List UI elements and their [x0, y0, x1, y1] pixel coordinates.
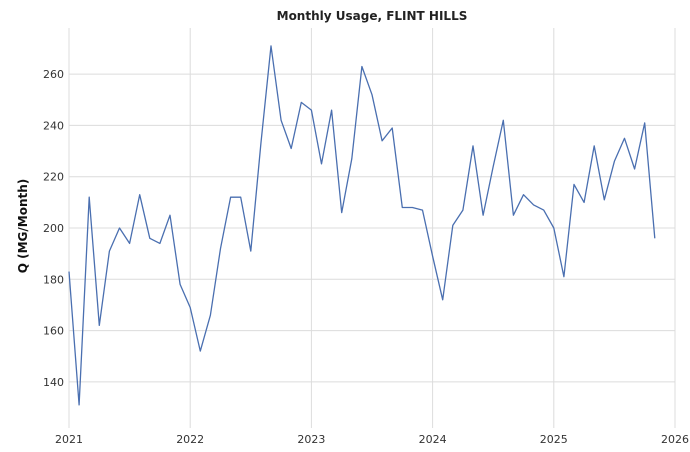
x-tick-label-4: 2025 — [540, 433, 568, 446]
x-tick-label-3: 2024 — [419, 433, 447, 446]
y-tick-label-1: 160 — [43, 325, 64, 338]
chart-title: Monthly Usage, FLINT HILLS — [277, 9, 468, 23]
x-tick-label-2: 2023 — [297, 433, 325, 446]
y-tick-label-0: 140 — [43, 376, 64, 389]
y-axis-label: Q (MG/Month) — [16, 179, 30, 274]
y-tick-label-6: 260 — [43, 68, 64, 81]
x-axis-ticks: 2021 2022 2023 2024 2025 2026 — [55, 433, 689, 446]
x-tick-label-5: 2026 — [661, 433, 689, 446]
y-axis-ticks: 140 160 180 200 220 240 260 — [43, 68, 64, 389]
y-tick-label-2: 180 — [43, 273, 64, 286]
series-line-0 — [68, 45, 656, 406]
y-tick-label-5: 240 — [43, 119, 64, 132]
y-tick-label-3: 200 — [43, 222, 64, 235]
x-tick-label-1: 2022 — [176, 433, 204, 446]
y-tick-label-4: 220 — [43, 171, 64, 184]
x-tick-label-0: 2021 — [55, 433, 83, 446]
gridlines — [68, 28, 676, 428]
series-layer — [68, 45, 656, 406]
